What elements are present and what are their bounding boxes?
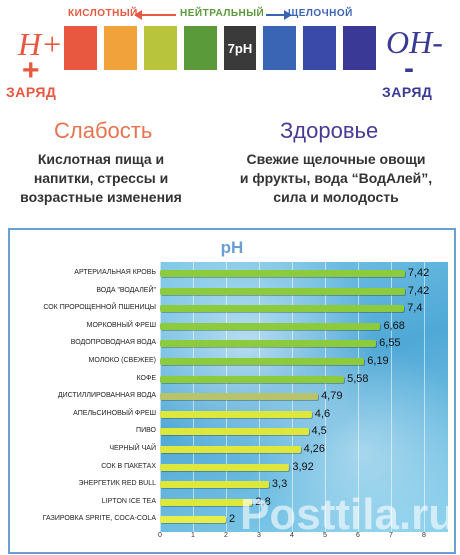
value-label: 6,19 bbox=[367, 355, 389, 367]
value-label: 7,42 bbox=[407, 284, 430, 297]
value-label: 4,5 bbox=[311, 425, 327, 438]
alkaline-arrow-head bbox=[284, 10, 292, 20]
category-label: КОФЕ bbox=[136, 374, 156, 382]
value-label: 7,4 bbox=[407, 302, 423, 315]
category-label: АПЕЛЬСИНОВЫЙ ФРЕШ bbox=[73, 409, 156, 417]
gridline bbox=[325, 262, 326, 532]
ph-chart-panel: pH 0 1 2 3 4 5 6 7 8 АРТЕРИАЛЬНАЯ КРОВЬ 7,42 ВОДА "… bbox=[8, 228, 456, 554]
bar bbox=[160, 340, 377, 348]
value-label: 5,58 bbox=[347, 372, 369, 385]
neutral-label: НЕЙТРАЛЬНЫЙ bbox=[180, 8, 265, 19]
weakness-description: Кислотная пища и напитки, стрессы и возр… bbox=[6, 150, 196, 207]
gridline bbox=[391, 262, 392, 532]
ph-swatch bbox=[143, 26, 177, 70]
ph-color-scale: 7pH bbox=[64, 26, 376, 70]
watermark: Posttila.ru bbox=[240, 490, 456, 539]
bar bbox=[160, 428, 309, 436]
bar bbox=[160, 358, 365, 365]
weakness-line-2: напитки, стрессы и bbox=[33, 170, 169, 186]
category-label: СОК В ПАКЕТАХ bbox=[101, 462, 156, 470]
bar bbox=[160, 446, 301, 453]
gridline bbox=[358, 262, 359, 532]
ph-swatch bbox=[263, 26, 297, 70]
category-label: ДИСТИЛЛИРОВАННАЯ ВОДА bbox=[57, 392, 156, 400]
x-tick-label: 8 bbox=[422, 532, 426, 539]
bar bbox=[160, 516, 226, 524]
acid-arrow-head bbox=[134, 10, 142, 20]
bar bbox=[160, 287, 405, 295]
value-label: 4,26 bbox=[303, 443, 325, 455]
x-tick-label: 5 bbox=[323, 532, 327, 539]
alkaline-arrow bbox=[266, 14, 284, 16]
h-plus-ion: H+ bbox=[18, 26, 63, 62]
chart-title: pH bbox=[220, 238, 244, 257]
value-label: 6,68 bbox=[383, 319, 405, 332]
neutral-swatch: 7pH bbox=[223, 26, 257, 70]
bar bbox=[160, 305, 405, 313]
ph-swatch bbox=[183, 26, 217, 70]
health-title: Здоровье bbox=[280, 118, 379, 143]
x-tick-label: 1 bbox=[191, 532, 195, 539]
value-label: 4,79 bbox=[321, 390, 343, 403]
category-label: ВОДОПРОВОДНАЯ ВОДА bbox=[70, 339, 156, 347]
bar bbox=[160, 375, 345, 383]
x-tick-label: 7 bbox=[389, 532, 393, 539]
bar bbox=[160, 481, 269, 489]
bar bbox=[160, 270, 405, 277]
category-label: АРТЕРИАЛЬНАЯ КРОВЬ bbox=[74, 269, 156, 276]
category-label: СОК ПРОРОЩЕННОЙ ПШЕНИЦЫ bbox=[43, 304, 156, 312]
value-label: 4,6 bbox=[314, 407, 331, 420]
bar bbox=[160, 393, 319, 401]
category-label: ВОДА "ВОДАЛЕЙ" bbox=[96, 286, 156, 294]
gridline bbox=[424, 262, 425, 532]
category-label: МОРКОВНЫЙ ФРЕШ bbox=[86, 321, 156, 329]
alkaline-label: ЩЕЛОЧНОЙ bbox=[288, 8, 353, 19]
value-label: 7,42 bbox=[407, 267, 430, 279]
weakness-line-3: возрастные изменения bbox=[20, 189, 182, 205]
ph-swatch bbox=[303, 26, 337, 70]
value-label: 6,55 bbox=[379, 337, 401, 350]
weakness-title: Слабость bbox=[54, 118, 153, 143]
value-label: 2,8 bbox=[255, 495, 271, 508]
x-tick-label: 6 bbox=[356, 532, 360, 539]
oh-minus-ion: OH- bbox=[386, 24, 443, 60]
x-tick-label: 3 bbox=[257, 532, 261, 539]
value-label: 3,3 bbox=[271, 478, 288, 491]
left-charge-label: ЗАРЯД bbox=[6, 84, 57, 100]
category-label: ПИВО bbox=[136, 427, 156, 435]
bar bbox=[160, 410, 312, 418]
minus-sign: - bbox=[404, 52, 414, 85]
plus-sign: + bbox=[22, 54, 40, 87]
health-line-2: и фрукты, вода “ВодАлей”, bbox=[239, 170, 433, 186]
category-label: LIPTON ICE TEA bbox=[101, 497, 156, 505]
ph-swatch bbox=[64, 26, 97, 70]
x-tick-label: 2 bbox=[224, 532, 228, 539]
x-tick-label: 0 bbox=[158, 532, 162, 539]
value-label: 3,92 bbox=[292, 460, 314, 473]
health-line-3: сила и молодость bbox=[273, 189, 399, 205]
category-label: МОЛОКО (СВЕЖЕЕ) bbox=[88, 357, 156, 364]
bar bbox=[160, 498, 253, 506]
right-charge-label: ЗАРЯД bbox=[382, 84, 433, 100]
category-label: ГАЗИРОВКА SPRITE, COCA-COLA bbox=[42, 515, 156, 523]
weakness-line-1: Кислотная пища и bbox=[37, 151, 165, 167]
bar bbox=[160, 463, 290, 471]
x-tick-label: 4 bbox=[290, 532, 294, 539]
acid-arrow bbox=[140, 14, 176, 16]
ph-swatch bbox=[103, 26, 137, 70]
category-label: ЧЕРНЫЙ ЧАЙ bbox=[109, 445, 156, 452]
category-label: ЭНЕРГЕТИК RED BULL bbox=[78, 480, 156, 488]
ph-swatch bbox=[343, 26, 376, 70]
value-label: 2 bbox=[229, 513, 236, 526]
bar bbox=[160, 322, 381, 330]
acidic-label: КИСЛОТНЫЙ bbox=[68, 8, 138, 19]
health-line-1: Свежие щелочные овощи bbox=[246, 151, 426, 167]
health-description: Свежие щелочные овощи и фрукты, вода “Во… bbox=[224, 150, 448, 207]
